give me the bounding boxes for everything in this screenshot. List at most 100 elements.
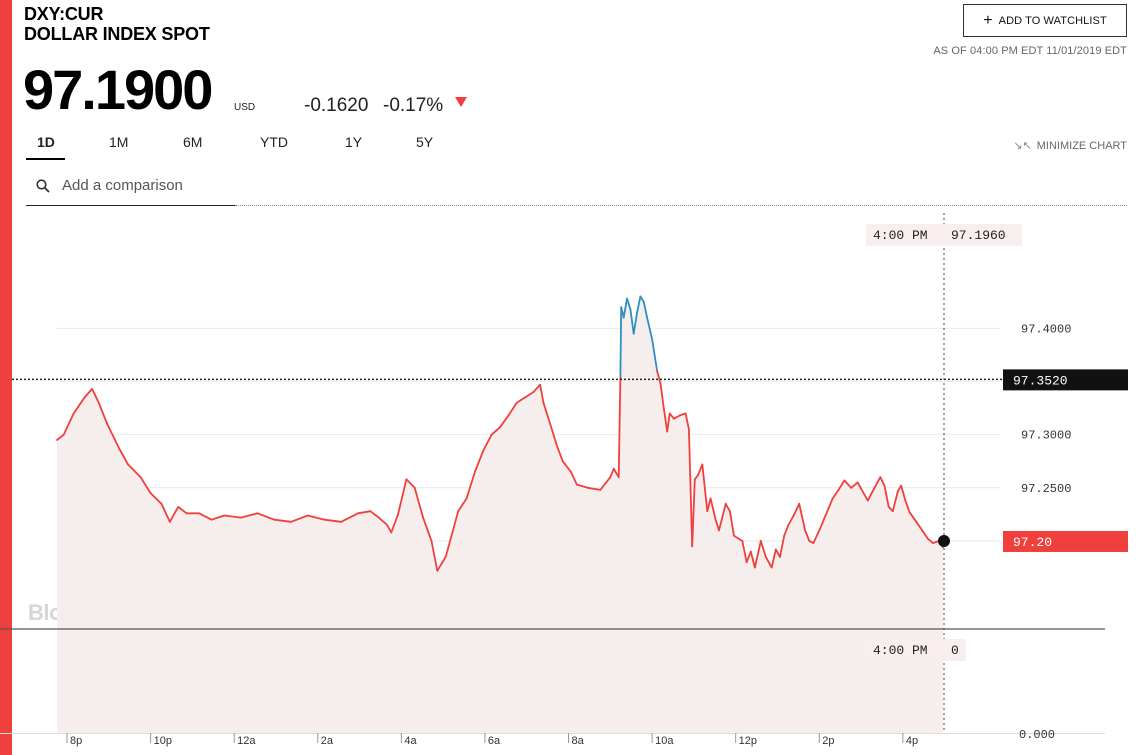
x-tick-label: 4a bbox=[404, 735, 417, 747]
price-line-segment bbox=[629, 308, 635, 335]
ticker-symbol: DXY:CUR bbox=[24, 4, 104, 24]
crosshair-top-label-bg bbox=[866, 224, 1022, 246]
crosshair-volume-value: 0 bbox=[951, 643, 959, 658]
add-to-watchlist-button[interactable]: + ADD TO WATCHLIST bbox=[963, 4, 1127, 37]
price-line-segment bbox=[223, 514, 242, 519]
price-line-segment bbox=[678, 412, 687, 417]
crosshair: 4:00 PM 97.1960 4:00 PM 0 bbox=[866, 213, 1022, 733]
price-line-segment bbox=[646, 316, 653, 340]
tab-5y[interactable]: 5Y bbox=[416, 134, 434, 150]
x-tick-label: 6a bbox=[488, 735, 501, 747]
price-line-segment bbox=[340, 512, 359, 523]
tab-1y[interactable]: 1Y bbox=[345, 134, 363, 150]
price-line-segment bbox=[774, 548, 781, 558]
price-line-segment bbox=[818, 513, 827, 532]
price-line-segment bbox=[908, 511, 918, 523]
price-line-segment bbox=[576, 483, 589, 489]
price-line-segment bbox=[273, 518, 292, 523]
price-line-segment bbox=[891, 490, 899, 513]
price-line-segment bbox=[168, 505, 180, 523]
price-line-segment bbox=[436, 556, 447, 572]
price-line-segment bbox=[787, 513, 796, 526]
comparison-search bbox=[26, 166, 235, 206]
price-line-segment bbox=[465, 470, 476, 500]
tab-1d[interactable]: 1D bbox=[37, 134, 55, 150]
y-tick-label: 97.2500 bbox=[1021, 482, 1071, 496]
price-line-segment bbox=[524, 391, 535, 399]
price-line-segment bbox=[177, 505, 188, 515]
price-line-segment bbox=[619, 306, 623, 378]
price-line-segment bbox=[856, 481, 865, 495]
price-line-segment bbox=[904, 499, 911, 514]
price-line-segment bbox=[532, 383, 541, 394]
price-line-segment bbox=[397, 478, 408, 516]
price-line-segment bbox=[97, 401, 109, 425]
price-line-segment bbox=[684, 412, 690, 431]
y-tick-label: 97.3000 bbox=[1021, 429, 1071, 443]
last-price-marker bbox=[938, 535, 950, 547]
volume-divider bbox=[0, 628, 1105, 734]
price-line-segment bbox=[160, 502, 171, 523]
down-arrow-icon bbox=[455, 97, 467, 107]
price-line-segment bbox=[586, 486, 602, 491]
price-line-segment bbox=[709, 497, 717, 521]
price-line-segment bbox=[701, 463, 709, 513]
price-line-segment bbox=[473, 449, 485, 473]
price-line-segment bbox=[356, 510, 372, 515]
as-of-timestamp: AS OF 04:00 PM EDT 11/01/2019 EDT bbox=[933, 45, 1127, 57]
price-line-segment bbox=[656, 369, 662, 385]
price-line-segment bbox=[779, 534, 786, 558]
comparison-search-input[interactable] bbox=[62, 177, 222, 194]
minimize-chart-button[interactable]: ↘↖ MINIMIZE CHART bbox=[1013, 139, 1127, 153]
price-line-segment bbox=[850, 481, 859, 489]
accent-bar bbox=[0, 0, 12, 755]
y-tick-label: 97.4000 bbox=[1021, 322, 1071, 336]
price-line-segment bbox=[793, 502, 801, 516]
price-line-segment bbox=[507, 401, 518, 417]
price-line-segment bbox=[741, 540, 748, 564]
tab-6m[interactable]: 6M bbox=[183, 134, 203, 150]
tab-ytd[interactable]: YTD bbox=[260, 134, 288, 150]
search-divider bbox=[235, 205, 1127, 206]
last-price-badge bbox=[1003, 530, 1128, 552]
price-line-segment bbox=[570, 470, 578, 486]
price-line-segment bbox=[706, 497, 712, 513]
price-line-segment bbox=[198, 512, 213, 521]
price-line-segment bbox=[804, 529, 811, 542]
price-line-segment bbox=[622, 297, 628, 319]
price-line-segment bbox=[369, 510, 380, 519]
price-line-segment bbox=[688, 428, 694, 548]
price-line-segment bbox=[915, 520, 923, 532]
price-line-segment bbox=[759, 540, 767, 558]
price-line-segment bbox=[883, 484, 890, 508]
price-line-segment bbox=[450, 510, 460, 537]
price-line-segment bbox=[542, 401, 552, 425]
price-line-segment bbox=[651, 338, 658, 372]
x-tick-label: 8p bbox=[70, 735, 82, 747]
volume-axis-label: 0.000 bbox=[1019, 728, 1055, 742]
price-line-segment bbox=[210, 514, 226, 521]
price-line-segment bbox=[866, 486, 876, 502]
crosshair-bottom-label-bg bbox=[866, 639, 966, 661]
price-line-segment bbox=[239, 512, 259, 519]
price-line-segment bbox=[323, 518, 343, 523]
price-line-segment bbox=[668, 412, 675, 420]
price-line-segment bbox=[377, 516, 389, 526]
price-line-segment bbox=[632, 311, 638, 335]
price-line-segment bbox=[149, 492, 163, 505]
tab-1m[interactable]: 1M bbox=[109, 134, 129, 150]
active-tab-underline bbox=[26, 158, 65, 160]
price-line-segment bbox=[749, 550, 756, 569]
x-tick-label: 8a bbox=[572, 735, 585, 747]
price-line-segment bbox=[106, 423, 121, 451]
last-price: 97.1900 bbox=[23, 58, 213, 121]
crosshair-volume-time: 4:00 PM bbox=[873, 643, 928, 658]
crosshair-time: 4:00 PM bbox=[873, 228, 928, 243]
price-line-segment bbox=[139, 476, 152, 495]
price-line-segment bbox=[843, 479, 852, 489]
x-tick-label: 2a bbox=[321, 735, 334, 747]
price-line-segment bbox=[626, 297, 632, 311]
price-badges: 97.3520 97.20 bbox=[1003, 369, 1128, 552]
x-tick-label: 4p bbox=[906, 735, 918, 747]
